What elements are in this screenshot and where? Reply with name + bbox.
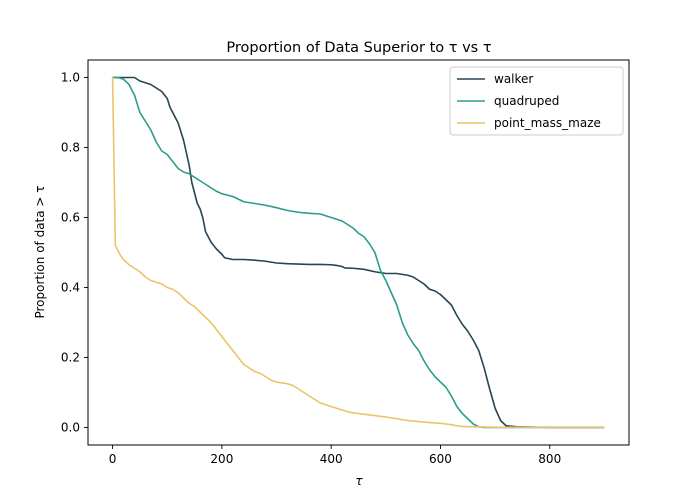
legend-label-walker: walker: [494, 72, 533, 86]
legend-label-quadruped: quadruped: [494, 94, 559, 108]
y-axis-ticks: 0.0 0.2 0.4 0.6 0.8 1.0: [61, 71, 88, 435]
plot-frame: [87, 59, 630, 446]
y-tick-label: 1.0: [61, 71, 80, 85]
legend: walker quadruped point_mass_maze: [449, 66, 624, 136]
x-tick-label: 200: [210, 452, 233, 466]
series-line-point-mass-maze: [111, 77, 605, 429]
y-tick-label: 0.0: [61, 421, 80, 435]
legend-items: walker quadruped point_mass_maze: [457, 72, 601, 130]
x-axis-ticks: 0 200 400 600 800: [109, 445, 561, 466]
series-line-quadruped: [112, 76, 605, 429]
plot-lines: [111, 76, 605, 429]
legend-box: [449, 66, 624, 136]
legend-label-point-mass-maze: point_mass_maze: [494, 116, 601, 130]
y-tick-label: 0.2: [61, 351, 80, 365]
x-axis-label: τ: [355, 474, 363, 488]
x-tick-label: 800: [538, 452, 561, 466]
chart-title: Proportion of Data Superior to τ vs τ: [226, 40, 491, 56]
y-tick-label: 0.8: [61, 141, 80, 155]
y-tick-label: 0.6: [61, 211, 80, 225]
x-tick-label: 400: [320, 452, 343, 466]
series-line-walker: [112, 76, 605, 429]
x-tick-label: 600: [429, 452, 452, 466]
x-tick-label: 0: [109, 452, 117, 466]
y-tick-label: 0.4: [61, 281, 80, 295]
y-axis-label: Proportion of data > τ: [33, 185, 47, 318]
